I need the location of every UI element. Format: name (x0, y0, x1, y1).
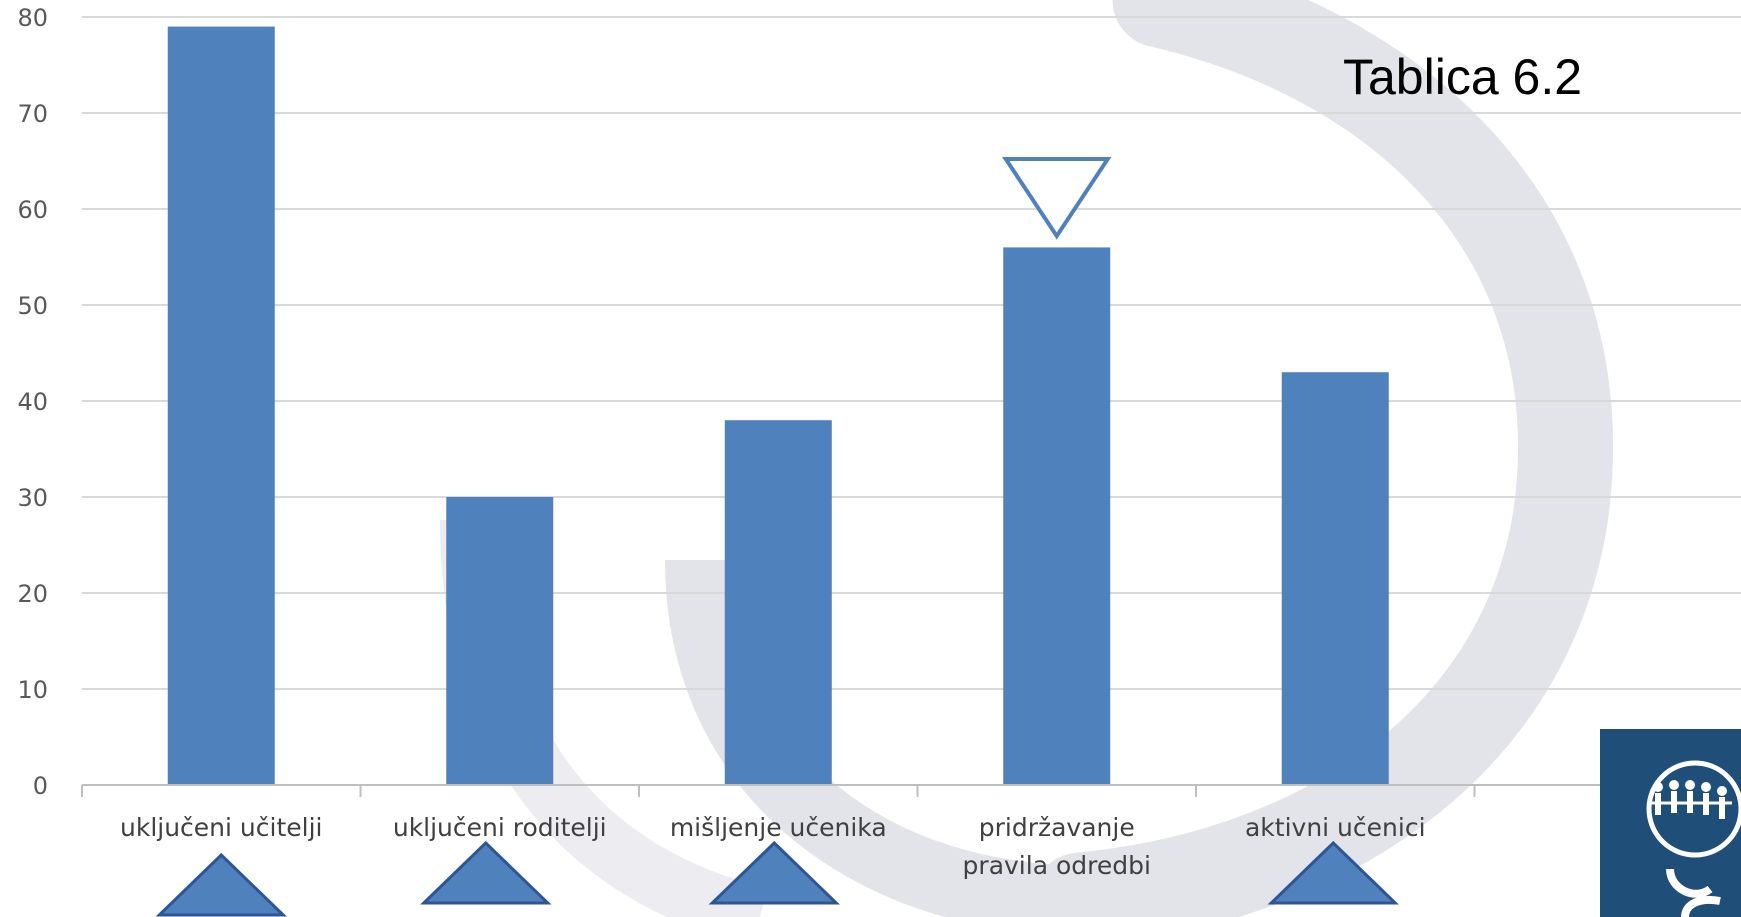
table-label: Tablica 6.2 (1343, 49, 1583, 105)
bar (1003, 247, 1111, 785)
trend-up-marker (708, 840, 840, 905)
bars (167, 26, 1389, 786)
y-tick-label: 80 (17, 4, 48, 32)
logo (1600, 729, 1741, 917)
x-tick-label: uključeni roditelji (393, 813, 607, 842)
y-tick-label: 70 (17, 100, 48, 128)
trend-up-marker (1267, 840, 1399, 905)
bar (167, 26, 275, 786)
bar (1281, 372, 1389, 785)
gridlines (82, 16, 1741, 690)
trend-up-marker (155, 852, 287, 917)
axes: 0 10 20 30 40 50 60 70 80 uključeni učitelji uklju… (17, 4, 1741, 880)
y-tick-label: 10 (17, 676, 48, 704)
y-tick-label: 50 (17, 292, 48, 320)
x-tick-label: pravila odredbi (963, 851, 1151, 880)
bar (724, 420, 832, 785)
trend-up-marker (420, 840, 552, 905)
y-tick-label: 40 (17, 388, 48, 416)
y-tick-label: 20 (17, 580, 48, 608)
x-tick-label: pridržavanje (979, 813, 1135, 842)
y-tick-label: 30 (17, 484, 48, 512)
trend-down-marker (1002, 157, 1112, 240)
people-circle-logo-icon (1600, 729, 1741, 917)
bar (446, 497, 554, 785)
y-tick-label: 60 (17, 196, 48, 224)
trend-markers (155, 157, 1399, 917)
x-tick-label: mišljenje učenika (670, 813, 887, 842)
x-tick-label: uključeni učitelji (120, 813, 322, 842)
x-tick-label: aktivni učenici (1245, 813, 1426, 842)
y-tick-label: 0 (33, 772, 48, 800)
